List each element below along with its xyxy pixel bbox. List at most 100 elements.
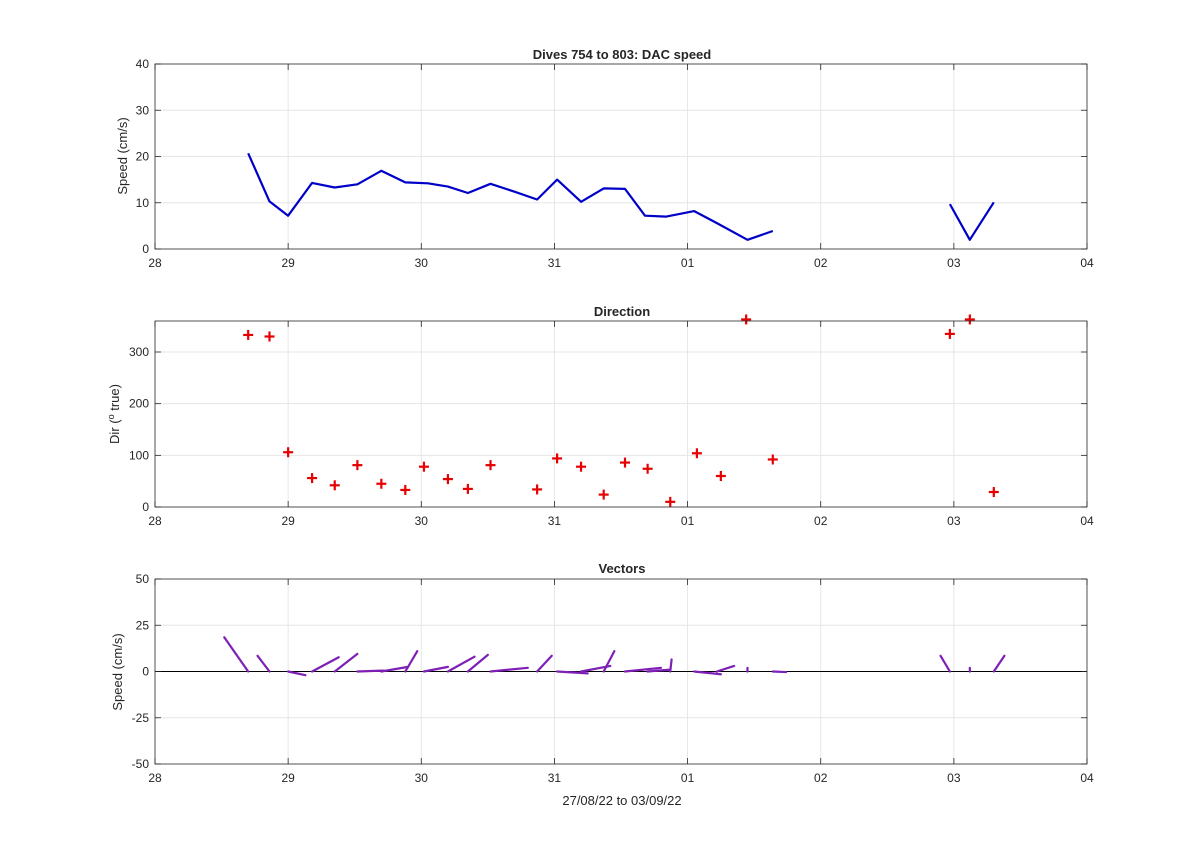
vectors-xtick-label: 03: [947, 771, 961, 785]
speed-xtick-label: 30: [415, 256, 429, 270]
direction-xtick-label: 29: [281, 514, 295, 528]
direction-ylabel-main: Dir (: [107, 419, 122, 444]
vectors-panel-ylabel: Speed (cm/s): [110, 633, 125, 710]
vector-stick: [333, 652, 359, 673]
direction-ytick-label: 0: [142, 500, 149, 514]
direction-xtick-label: 03: [947, 514, 961, 528]
direction-point: [307, 473, 318, 484]
speed-xtick-label: 02: [814, 256, 828, 270]
direction-xtick-label: 02: [814, 514, 828, 528]
vector-stick: [466, 653, 489, 673]
vector-stick: [380, 665, 410, 673]
speed-panel: Dives 754 to 803: DAC speed Speed (cm/s)…: [115, 47, 1094, 270]
direction-point: [576, 461, 587, 472]
direction-point: [642, 463, 653, 474]
vector-stick: [287, 670, 307, 677]
speed-ytick-label: 40: [136, 57, 150, 71]
direction-xtick-label: 01: [681, 514, 695, 528]
vectors-xtick-label: 01: [681, 771, 695, 785]
speed-ytick-label: 10: [136, 196, 150, 210]
vector-stick: [646, 668, 672, 673]
vector-stick: [939, 654, 951, 673]
direction-point: [715, 471, 726, 481]
speed-data: [247, 152, 995, 241]
speed-ytick-label: 20: [136, 150, 150, 164]
speed-ytick-label: 30: [136, 103, 150, 117]
direction-point: [400, 484, 411, 495]
direction-panel-ylabel: Dir (o true): [106, 384, 122, 444]
direction-point: [243, 329, 254, 340]
direction-point: [598, 489, 609, 500]
vector-stick: [404, 650, 419, 673]
vectors-ytick-label: -25: [132, 711, 150, 725]
direction-point: [264, 331, 275, 342]
direction-point: [552, 453, 563, 464]
figure-xlabel: 27/08/22 to 03/09/22: [562, 793, 681, 808]
direction-ylabel-sup: o: [106, 414, 116, 419]
vectors-xtick-label: 31: [548, 771, 562, 785]
speed-ticks: 28 29 30 31 01 02 03 04 0 10 20 30 40: [136, 57, 1094, 270]
vector-stick: [536, 654, 553, 673]
direction-point: [283, 447, 294, 458]
direction-xtick-label: 04: [1080, 514, 1094, 528]
vectors-xtick-label: 02: [814, 771, 828, 785]
speed-xtick-label: 01: [681, 256, 695, 270]
vector-stick: [771, 670, 788, 674]
speed-ytick-label: 0: [142, 242, 149, 256]
vector-stick: [623, 666, 663, 673]
vector-stick: [446, 655, 476, 673]
direction-panel: Direction Dir (o true) 28 29 30 31 01 02 03 04 0…: [106, 304, 1094, 528]
direction-plot-area: [155, 321, 1087, 507]
speed-xtick-label: 31: [548, 256, 562, 270]
speed-series-line: [948, 201, 995, 241]
direction-point: [532, 484, 543, 495]
direction-point: [964, 314, 975, 325]
vector-stick: [489, 666, 529, 673]
direction-axes-box: [154, 320, 1088, 508]
vectors-ytick-label: 0: [142, 665, 149, 679]
direction-xtick-label: 30: [415, 514, 429, 528]
vector-stick: [422, 665, 450, 673]
direction-point: [665, 496, 676, 507]
vector-stick: [715, 664, 736, 673]
speed-panel-ylabel: Speed (cm/s): [115, 117, 130, 194]
direction-point: [485, 460, 496, 471]
vectors-xtick-label: 04: [1080, 771, 1094, 785]
direction-point: [741, 314, 752, 325]
vector-stick: [693, 670, 722, 676]
direction-panel-title: Direction: [594, 304, 650, 319]
direction-point: [376, 478, 387, 489]
vectors-data: [223, 636, 1006, 677]
vector-stick: [256, 654, 271, 673]
vector-stick: [555, 670, 589, 675]
direction-point: [442, 474, 453, 485]
direction-xtick-label: 31: [548, 514, 562, 528]
direction-point: [418, 461, 429, 472]
speed-xtick-label: 28: [148, 256, 162, 270]
speed-xtick-label: 03: [947, 256, 961, 270]
vector-stick: [992, 654, 1006, 673]
direction-point: [944, 328, 955, 339]
vector-stick: [356, 669, 386, 673]
direction-point: [767, 454, 778, 465]
direction-point: [988, 487, 999, 498]
direction-point: [619, 457, 630, 468]
vector-stick: [223, 636, 250, 673]
direction-point: [329, 480, 340, 491]
direction-point: [462, 483, 473, 494]
vectors-ticks: 28 29 30 31 01 02 03 04 -50 -25 0 25 50: [132, 572, 1094, 785]
speed-series-line: [247, 152, 774, 241]
vectors-ytick-label: -50: [132, 757, 150, 771]
speed-panel-title: Dives 754 to 803: DAC speed: [533, 47, 712, 62]
direction-ytick-label: 200: [129, 397, 149, 411]
vectors-xtick-label: 30: [415, 771, 429, 785]
direction-ytick-label: 300: [129, 345, 149, 359]
direction-point: [691, 448, 702, 459]
vectors-xtick-label: 28: [148, 771, 162, 785]
vector-stick: [311, 656, 340, 673]
speed-xtick-label: 29: [281, 256, 295, 270]
vector-stick: [669, 658, 673, 673]
vectors-panel-title: Vectors: [599, 561, 646, 576]
direction-ticks: 28 29 30 31 01 02 03 04 0 100 200 300: [129, 321, 1094, 528]
